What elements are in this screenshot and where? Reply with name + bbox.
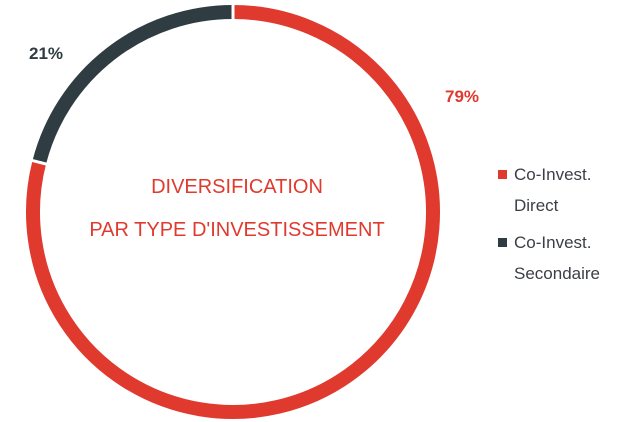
donut-slice-secondaire [32, 5, 234, 165]
legend-label-direct-line-2: Direct [514, 196, 559, 215]
legend: Co-Invest. Direct Co-Invest. Secondaire [498, 165, 600, 283]
legend-swatch-direct [498, 170, 507, 179]
donut-slices [25, 0, 440, 419]
legend-label-secondaire-line-2: Secondaire [514, 264, 600, 283]
legend-swatch-secondaire [498, 238, 507, 247]
center-title-line-1: DIVERSIFICATION [151, 176, 323, 198]
center-title-line-2: PAR TYPE D'INVESTISSEMENT [89, 219, 384, 241]
legend-label-secondaire-line-1: Co-Invest. [514, 233, 591, 252]
slice-label-direct: 79% [445, 87, 479, 106]
donut-slice-direct [26, 5, 440, 419]
legend-item-secondaire: Co-Invest. Secondaire [498, 233, 600, 283]
slice-separator-2 [25, 157, 54, 168]
legend-label-direct-line-1: Co-Invest. [514, 165, 591, 184]
slice-label-secondaire: 21% [29, 44, 63, 63]
legend-item-direct: Co-Invest. Direct [498, 165, 591, 215]
